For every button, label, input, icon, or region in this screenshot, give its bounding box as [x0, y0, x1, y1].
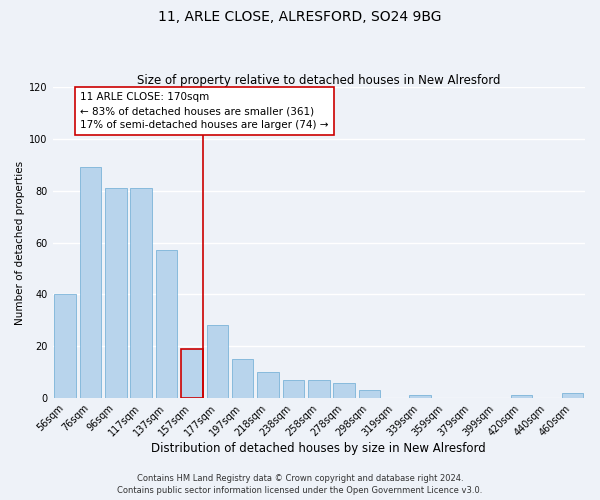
Bar — [359, 390, 380, 398]
Bar — [156, 250, 178, 398]
Bar — [562, 393, 583, 398]
Bar — [55, 294, 76, 398]
Bar — [130, 188, 152, 398]
Bar — [334, 382, 355, 398]
Bar — [409, 396, 431, 398]
Text: Contains HM Land Registry data © Crown copyright and database right 2024.
Contai: Contains HM Land Registry data © Crown c… — [118, 474, 482, 495]
Bar — [105, 188, 127, 398]
Bar — [257, 372, 279, 398]
Bar — [232, 359, 253, 398]
Bar — [308, 380, 329, 398]
Bar — [206, 326, 228, 398]
Bar — [181, 349, 203, 398]
Bar — [511, 396, 532, 398]
Y-axis label: Number of detached properties: Number of detached properties — [15, 160, 25, 324]
Title: Size of property relative to detached houses in New Alresford: Size of property relative to detached ho… — [137, 74, 500, 87]
X-axis label: Distribution of detached houses by size in New Alresford: Distribution of detached houses by size … — [151, 442, 486, 455]
Text: 11 ARLE CLOSE: 170sqm
← 83% of detached houses are smaller (361)
17% of semi-det: 11 ARLE CLOSE: 170sqm ← 83% of detached … — [80, 92, 329, 130]
Bar — [283, 380, 304, 398]
Text: 11, ARLE CLOSE, ALRESFORD, SO24 9BG: 11, ARLE CLOSE, ALRESFORD, SO24 9BG — [158, 10, 442, 24]
Bar — [80, 168, 101, 398]
